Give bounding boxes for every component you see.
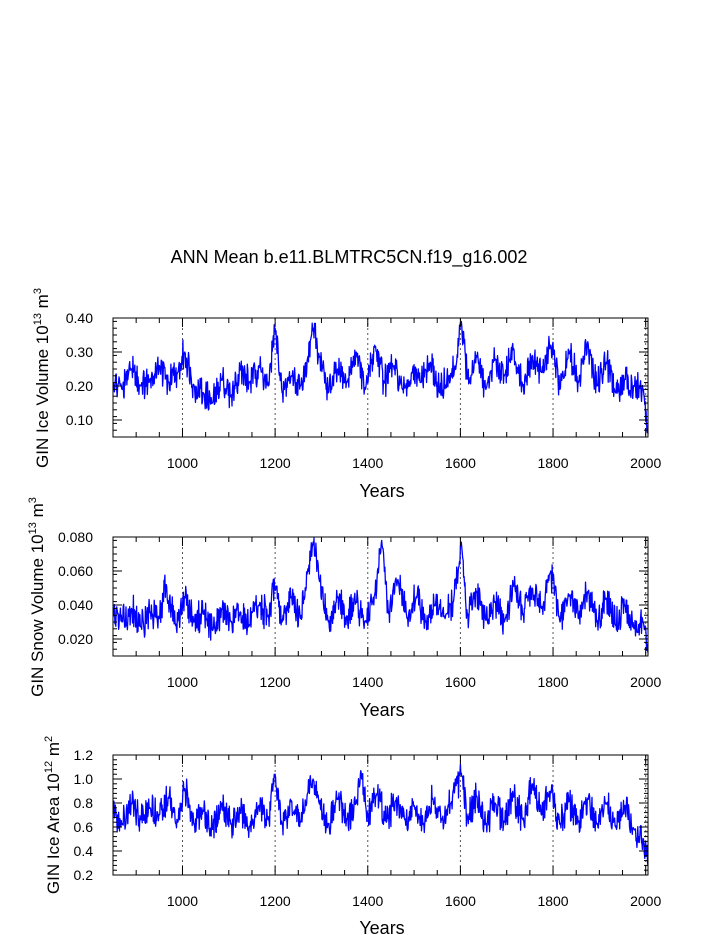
panel-3: 1000 1200 1400 1600 1800 2000 0.2 0.4 0.6 0.8 1.0 1… [43,736,661,935]
x-tick-label-1400: 1400 [352,674,383,690]
y-tick-label-0.2: 0.2 [74,867,94,883]
y-tick-label-1.0: 1.0 [74,771,94,787]
x-tick-label-1600: 1600 [445,674,476,690]
y-tick-label-0.040: 0.040 [58,597,93,613]
y-axis-label-2: GIN Snow Volume 1013 m3 [27,497,47,697]
x-tick-label-2000: 2000 [630,674,661,690]
series-line-1 [112,320,649,434]
y-axis-label-1: GIN Ice Volume 1013 m3 [32,288,52,468]
y-tick-label-0.060: 0.060 [58,563,93,579]
x-tick-label-1400: 1400 [352,893,383,909]
x-tick-label-1000: 1000 [167,455,198,471]
plot-frame-2 [112,536,649,657]
x-tick-label-1200: 1200 [260,674,291,690]
x-tick-label-2000: 2000 [630,893,661,909]
y-tick-label-0.10: 0.10 [66,412,93,428]
x-axis-label-3: Years [359,918,404,935]
y-tick-label-0.080: 0.080 [58,529,93,545]
x-tick-label-1200: 1200 [260,893,291,909]
y-tick-label-0.4: 0.4 [74,843,94,859]
figure-title: ANN Mean b.e11.BLMTRC5CN.f19_g16.002 [171,247,528,268]
y-tick-label-0.20: 0.20 [66,378,93,394]
panel-2: 1000 1200 1400 1600 1800 2000 0.020 0.040 0.060 0… [27,497,661,720]
plot-frame-3 [112,754,649,876]
y-tick-label-0.8: 0.8 [74,795,94,811]
series-line-3 [112,763,649,866]
x-axis-label-1: Years [359,481,404,501]
x-tick-label-1200: 1200 [260,455,291,471]
x-tick-label-2000: 2000 [630,455,661,471]
x-tick-label-1400: 1400 [352,455,383,471]
x-tick-label-1800: 1800 [537,455,568,471]
panel-1: 1000 1200 1400 1600 1800 2000 0.10 0.20 0.30 0.40… [32,288,661,501]
x-tick-label-1800: 1800 [537,893,568,909]
y-tick-label-0.6: 0.6 [74,819,94,835]
x-tick-label-1600: 1600 [445,455,476,471]
y-tick-label-0.40: 0.40 [66,310,93,326]
series-line-2 [112,537,649,653]
plot-frame-1 [112,317,649,438]
x-tick-label-1600: 1600 [445,893,476,909]
x-tick-label-1800: 1800 [537,674,568,690]
panels-container: 1000 1200 1400 1600 1800 20000.100.200.300.40… [27,288,661,935]
y-tick-label-0.30: 0.30 [66,344,93,360]
y-axis-label-3: GIN Ice Area 1012 m2 [43,736,63,894]
x-axis-label-2: Years [359,700,404,720]
x-tick-label-1000: 1000 [167,674,198,690]
y-tick-label-0.020: 0.020 [58,631,93,647]
x-tick-label-1000: 1000 [167,893,198,909]
y-tick-label-1.2: 1.2 [74,747,94,763]
